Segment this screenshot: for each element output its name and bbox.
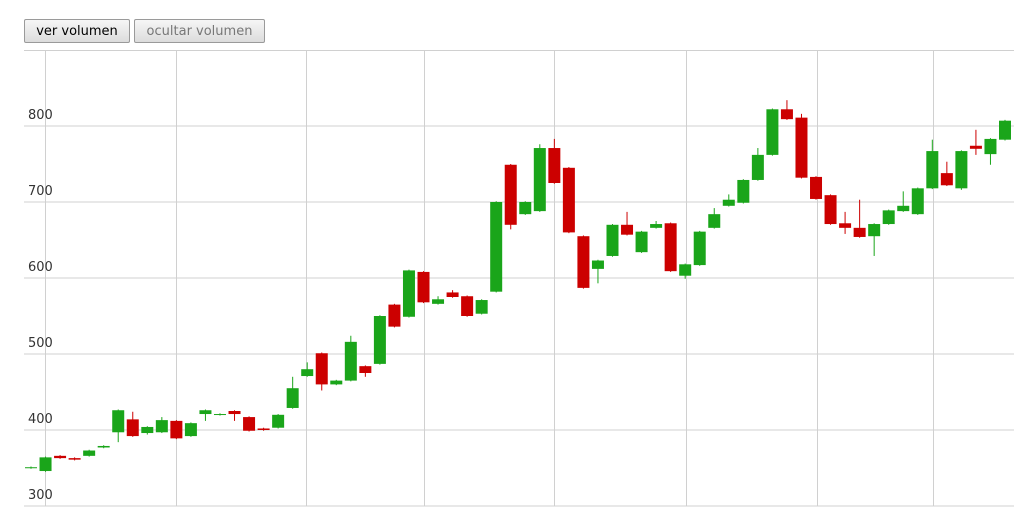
candle-body — [780, 109, 793, 120]
candle-body — [39, 457, 52, 472]
y-tick-label: 600 — [28, 260, 53, 275]
candle-body — [737, 179, 750, 203]
candle-body — [650, 224, 663, 228]
candle-body — [722, 199, 735, 206]
candle-body — [795, 117, 808, 178]
y-tick-label: 700 — [28, 184, 53, 199]
candle-body — [766, 109, 779, 155]
candle-body — [926, 151, 939, 189]
hide-volume-button[interactable]: ocultar volumen — [134, 19, 265, 43]
candle-body — [155, 420, 168, 433]
candle-body — [25, 467, 37, 469]
candle-body — [533, 148, 546, 212]
candle-body — [969, 145, 982, 149]
candle-body — [621, 224, 634, 235]
candle-body — [475, 300, 488, 314]
candle-body — [315, 353, 328, 385]
candle-body — [548, 148, 561, 183]
candle-body — [359, 366, 372, 373]
candle-body — [868, 224, 881, 237]
candle-body — [824, 195, 837, 225]
candle-body — [999, 120, 1011, 140]
candle-body — [984, 138, 997, 155]
candle-body — [839, 223, 852, 228]
candle-body — [83, 450, 96, 456]
candle-body — [344, 341, 357, 381]
candle-body — [272, 414, 285, 428]
candle-body — [286, 388, 299, 408]
candle-body — [562, 167, 575, 233]
candle-body — [911, 188, 924, 215]
candle-body — [446, 292, 459, 297]
y-tick-label: 300 — [28, 488, 53, 503]
candle-body — [577, 236, 590, 288]
candle-body — [330, 380, 343, 385]
candle-body — [388, 304, 401, 327]
candle-body — [199, 410, 212, 415]
candle-body — [504, 164, 517, 225]
candle-body — [68, 458, 81, 460]
candle-body — [490, 202, 503, 292]
candle-body — [882, 210, 895, 225]
candle-body — [373, 316, 386, 364]
candle-body — [141, 426, 154, 434]
candle-body — [97, 445, 110, 448]
candle-body — [126, 419, 139, 437]
candle-body — [751, 154, 764, 180]
y-tick-label: 400 — [28, 412, 53, 427]
candle-body — [693, 231, 706, 266]
candle-body — [519, 202, 532, 215]
candle-body — [301, 369, 314, 377]
candle-body — [635, 231, 648, 253]
candle-body — [112, 410, 125, 433]
candle-body — [955, 151, 968, 189]
y-tick-label: 500 — [28, 336, 53, 351]
y-tick-label: 800 — [28, 108, 53, 123]
candle-body — [54, 455, 67, 459]
candle-body — [432, 299, 445, 304]
candle-body — [243, 417, 256, 431]
candle-body — [897, 205, 910, 212]
candle-body — [664, 223, 677, 272]
candle-body — [810, 176, 823, 199]
candle-body — [257, 428, 270, 430]
candle-body — [184, 423, 197, 437]
candle-body — [606, 224, 619, 256]
candle-body — [402, 270, 415, 317]
candle-body — [213, 414, 226, 416]
candle-body — [461, 296, 474, 316]
candle-body — [591, 260, 604, 269]
candle-body — [679, 264, 692, 276]
candle-body — [940, 173, 953, 186]
candle-body — [708, 214, 721, 228]
candle-body — [853, 227, 866, 237]
show-volume-button[interactable]: ver volumen — [24, 19, 130, 43]
candle-body — [170, 420, 183, 439]
candle-body — [228, 411, 241, 415]
candle-body — [417, 271, 430, 303]
